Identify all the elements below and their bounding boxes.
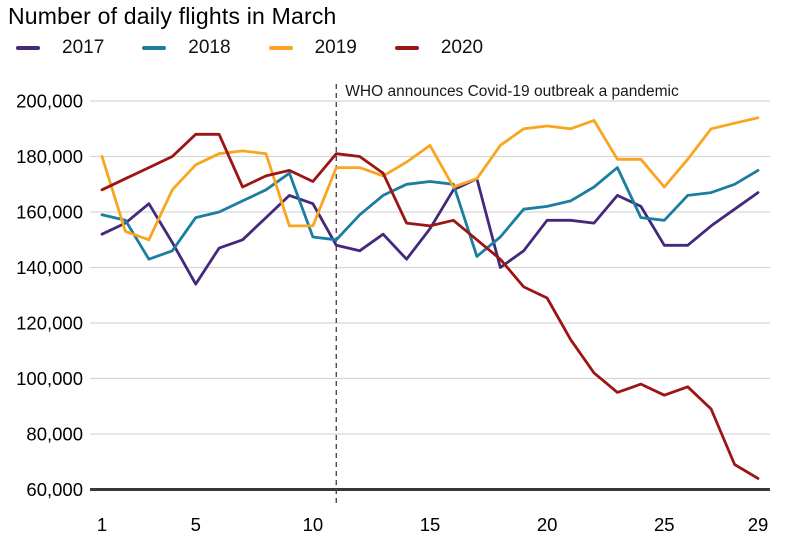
legend-swatch-2020 xyxy=(394,46,419,50)
chart-legend: 2017 2018 2019 2020 xyxy=(16,37,521,59)
x-tick-label-5: 5 xyxy=(191,514,201,535)
y-tick-label-100000: 100,000 xyxy=(16,368,83,389)
series-line-2017 xyxy=(100,177,760,286)
series-line-2019 xyxy=(100,116,760,242)
y-tick-label-200000: 200,000 xyxy=(16,91,83,112)
x-tick-label-10: 10 xyxy=(303,514,324,535)
y-tick-label-80000: 80,000 xyxy=(26,424,83,445)
series-line-2018 xyxy=(100,166,760,261)
y-tick-label-160000: 160,000 xyxy=(16,202,83,223)
legend-item-2017: 2017 xyxy=(16,37,104,59)
legend-swatch-2018 xyxy=(142,46,167,50)
x-tick-label-15: 15 xyxy=(420,514,441,535)
legend-item-2020: 2020 xyxy=(394,37,484,59)
series-line-2020 xyxy=(100,132,760,480)
y-tick-label-140000: 140,000 xyxy=(16,257,83,278)
legend-swatch-2017 xyxy=(16,46,40,50)
x-tick-label-20: 20 xyxy=(537,514,558,535)
y-tick-label-60000: 60,000 xyxy=(26,479,83,500)
x-tick-label-29: 29 xyxy=(748,514,769,535)
chart-title: Number of daily flights in March xyxy=(8,3,337,29)
y-tick-label-180000: 180,000 xyxy=(16,146,83,167)
x-tick-label-25: 25 xyxy=(654,514,675,535)
legend-label-2019: 2019 xyxy=(314,37,357,58)
y-tick-label-120000: 120,000 xyxy=(16,313,83,334)
pandemic-annotation-text: WHO announces Covid-19 outbreak a pandem… xyxy=(345,83,679,100)
legend-item-2019: 2019 xyxy=(268,37,357,59)
legend-item-2018: 2018 xyxy=(142,37,231,59)
x-tick-label-1: 1 xyxy=(97,514,107,535)
legend-label-2017: 2017 xyxy=(62,37,105,58)
legend-label-2018: 2018 xyxy=(188,37,231,58)
legend-swatch-2019 xyxy=(268,46,293,50)
legend-label-2020: 2020 xyxy=(440,37,484,58)
